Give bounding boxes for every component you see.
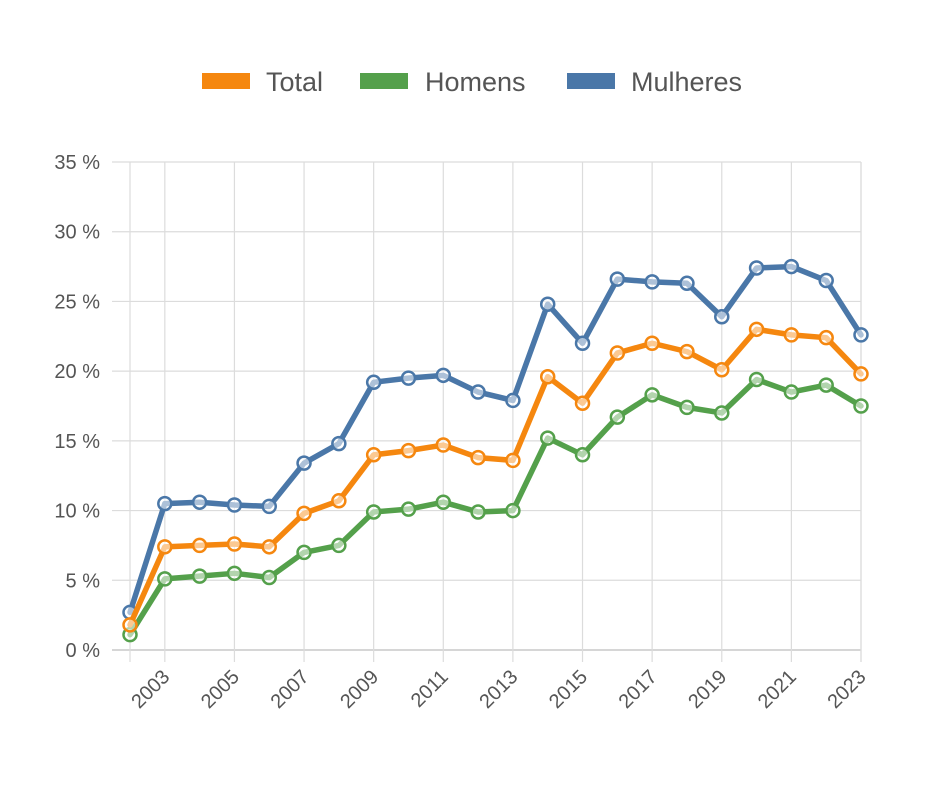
data-point-mulheres [191,494,208,510]
data-point-total [261,539,277,555]
data-point-mulheres [609,271,626,287]
data-point-homens [261,569,277,586]
data-point-homens [400,501,417,517]
data-point-total [644,335,660,352]
data-point-mulheres [644,274,660,290]
data-point-homens [783,384,800,400]
series-line-mulheres [127,263,864,616]
x-tick-label: 2007 [267,666,314,713]
y-tick-label: 25 % [54,291,100,313]
data-point-total [505,452,521,469]
x-tick-label: 2009 [336,666,383,713]
data-point-total [818,329,834,346]
data-point-mulheres [470,384,486,400]
data-point-mulheres [505,392,521,409]
data-point-mulheres [679,275,695,292]
data-point-total [609,345,626,361]
data-point-homens [539,430,556,446]
data-point-mulheres [296,455,312,471]
x-tick-label: 2005 [197,666,244,713]
data-point-mulheres [574,335,591,352]
x-tick-label: 2015 [545,666,592,713]
x-tick-label: 2023 [824,666,871,713]
data-point-homens [574,447,591,463]
data-point-total [157,539,173,555]
data-point-mulheres [400,370,417,386]
y-tick-label: 30 % [54,222,100,244]
y-tick-label: 15 % [54,431,100,453]
data-point-total [296,505,312,522]
series-line-total [127,326,864,628]
data-point-mulheres [783,258,800,275]
data-point-homens [714,405,730,421]
data-point-total [783,327,800,343]
data-point-total [400,442,417,459]
data-point-homens [296,544,312,561]
data-point-homens [470,504,486,520]
data-point-total [191,537,208,554]
data-point-homens [435,494,452,510]
data-point-homens [226,565,243,582]
data-point-total [331,493,347,509]
legend-swatch-homens [360,73,408,89]
data-point-total [853,366,869,382]
data-point-total [470,449,486,466]
data-point-mulheres [331,435,347,452]
series-line-homens [127,376,864,638]
data-point-total [539,368,556,385]
x-tick-label: 2019 [684,666,731,713]
data-point-homens [609,409,626,425]
data-point-homens [365,504,382,520]
data-point-homens [679,399,695,416]
y-tick-label: 5 % [66,570,101,592]
data-point-homens [505,502,521,519]
data-point-total [679,343,695,360]
x-tick-label: 2011 [407,666,453,712]
data-point-mulheres [157,495,173,512]
y-tick-label: 35 % [54,152,100,174]
y-tick-label: 0 % [66,640,101,662]
data-point-homens [644,387,660,403]
data-point-total [226,536,243,552]
data-point-homens [853,398,869,414]
data-point-homens [331,537,347,554]
data-point-total [714,361,730,378]
y-tick-label: 20 % [54,361,100,383]
data-point-homens [157,571,173,587]
data-point-mulheres [365,374,382,391]
data-point-total [365,447,382,463]
data-point-mulheres [748,260,765,276]
data-point-mulheres [714,309,730,325]
data-point-total [122,617,138,633]
data-point-homens [191,568,208,584]
data-point-mulheres [261,498,277,515]
data-point-mulheres [853,327,869,343]
data-point-total [574,395,591,411]
legend-label-mulheres: Mulheres [631,67,742,97]
x-tick-label: 2021 [754,666,801,713]
data-point-total [748,321,765,338]
data-point-mulheres [818,272,834,289]
y-tick-label: 10 % [54,501,100,523]
data-point-total [435,437,452,453]
legend-label-homens: Homens [425,67,526,97]
legend-swatch-mulheres [567,73,615,89]
legend-swatch-total [202,73,250,89]
x-tick-label: 2017 [615,666,662,713]
data-point-homens [818,377,834,393]
data-point-mulheres [226,497,243,513]
data-point-mulheres [539,296,556,312]
data-point-mulheres [435,367,452,384]
data-point-homens [748,371,765,388]
legend-label-total: Total [266,67,323,97]
x-tick-label: 2003 [127,666,174,713]
x-tick-label: 2013 [475,666,522,713]
